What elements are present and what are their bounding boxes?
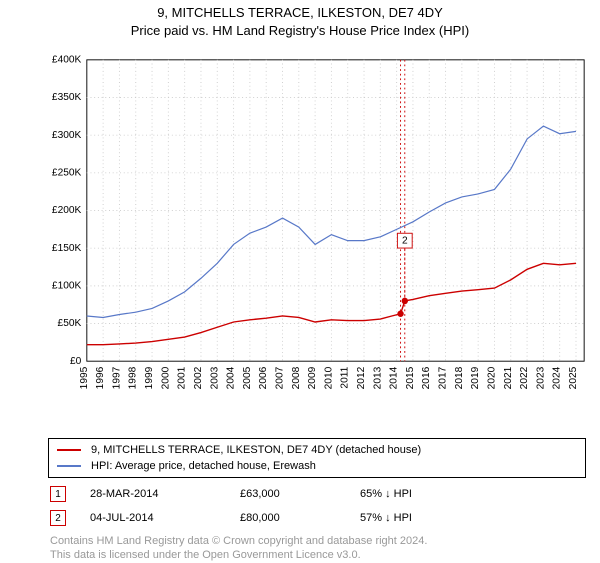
x-tick-label: 2009 <box>307 366 318 389</box>
x-tick-label: 2024 <box>552 366 563 389</box>
x-tick-label: 2021 <box>503 366 514 389</box>
x-tick-label: 1999 <box>144 366 155 389</box>
x-tick-label: 1996 <box>95 366 106 389</box>
x-tick-label: 2019 <box>470 366 481 389</box>
y-tick-label: £400K <box>52 55 82 66</box>
x-tick-label: 2008 <box>291 366 302 389</box>
price-chart: £0 £50K £100K £150K £200K £250K £300K £350K £400… <box>48 44 586 394</box>
chart-title-address: 9, MITCHELLS TERRACE, ILKESTON, DE7 4DY <box>0 4 600 22</box>
x-tick-label: 2025 <box>568 366 579 389</box>
x-tick-label: 1997 <box>111 366 122 389</box>
sale-marker: 1 <box>50 486 66 502</box>
sale-row: 2 04-JUL-2014£80,00057% ↓ HPI <box>48 510 586 526</box>
x-tick-label: 2007 <box>274 366 285 389</box>
y-tick-label: £250K <box>52 168 82 179</box>
sale-point <box>397 310 403 316</box>
x-tick-label: 2022 <box>519 366 530 389</box>
x-tick-label: 2004 <box>226 366 237 389</box>
y-tick-label: £50K <box>58 318 82 329</box>
y-tick-label: £0 <box>70 356 82 367</box>
legend-item: HPI: Average price, detached house, Erew… <box>57 458 577 474</box>
legend-swatch <box>57 449 81 451</box>
footer-line-2: This data is licensed under the Open Gov… <box>50 548 586 562</box>
x-tick-label: 2017 <box>438 366 449 389</box>
x-tick-label: 2023 <box>535 366 546 389</box>
footer-line-1: Contains HM Land Registry data © Crown c… <box>50 534 586 548</box>
x-tick-label: 2012 <box>356 366 367 389</box>
x-tick-label: 2018 <box>454 366 465 389</box>
y-tick-label: £200K <box>52 205 82 216</box>
sale-date: 28-MAR-2014 <box>90 488 240 500</box>
x-tick-label: 2011 <box>340 366 351 388</box>
sale-pct: 65% ↓ HPI <box>360 488 480 500</box>
x-tick-label: 2000 <box>160 366 171 389</box>
legend-label: HPI: Average price, detached house, Erew… <box>91 458 316 474</box>
x-tick-label: 2003 <box>209 366 220 389</box>
y-tick-label: £150K <box>52 243 82 254</box>
y-tick-label: £350K <box>52 92 82 103</box>
x-tick-label: 2020 <box>486 366 497 389</box>
sale-date: 04-JUL-2014 <box>90 512 240 524</box>
x-tick-label: 2002 <box>193 366 204 389</box>
x-tick-label: 2010 <box>323 366 334 389</box>
y-tick-label: £100K <box>52 281 82 292</box>
license-footer: Contains HM Land Registry data © Crown c… <box>48 534 586 563</box>
x-tick-label: 1995 <box>79 366 90 389</box>
x-tick-label: 2013 <box>372 366 383 389</box>
x-tick-label: 1998 <box>128 366 139 389</box>
x-tick-label: 2005 <box>242 366 253 389</box>
sale-annot-label: 2 <box>402 235 408 246</box>
x-tick-label: 2006 <box>258 366 269 389</box>
x-tick-label: 2001 <box>177 366 188 389</box>
sale-row: 1 28-MAR-2014£63,00065% ↓ HPI <box>48 486 586 502</box>
x-tick-label: 2015 <box>405 366 416 389</box>
sale-price: £63,000 <box>240 488 360 500</box>
chart-legend: 9, MITCHELLS TERRACE, ILKESTON, DE7 4DY … <box>48 438 586 478</box>
y-tick-label: £300K <box>52 130 82 141</box>
x-tick-label: 2016 <box>421 366 432 389</box>
legend-label: 9, MITCHELLS TERRACE, ILKESTON, DE7 4DY … <box>91 442 421 458</box>
legend-item: 9, MITCHELLS TERRACE, ILKESTON, DE7 4DY … <box>57 442 577 458</box>
chart-title-subtitle: Price paid vs. HM Land Registry's House … <box>0 22 600 40</box>
x-tick-label: 2014 <box>389 366 400 389</box>
sale-price: £80,000 <box>240 512 360 524</box>
sale-marker: 2 <box>50 510 66 526</box>
sale-pct: 57% ↓ HPI <box>360 512 480 524</box>
legend-swatch <box>57 465 81 467</box>
